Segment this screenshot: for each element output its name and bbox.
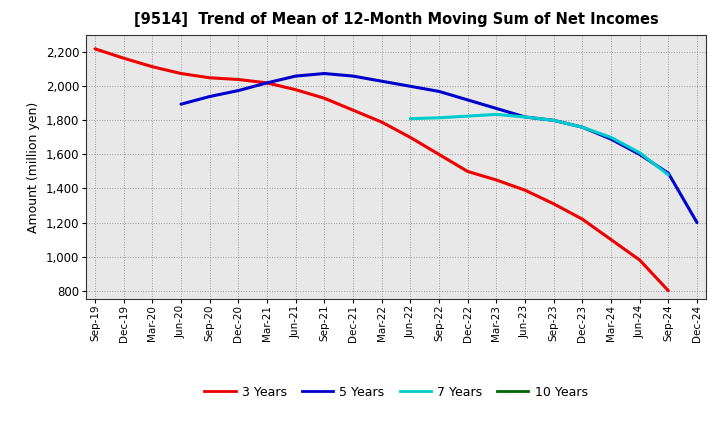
Title: [9514]  Trend of Mean of 12-Month Moving Sum of Net Incomes: [9514] Trend of Mean of 12-Month Moving … — [134, 12, 658, 27]
Y-axis label: Amount (million yen): Amount (million yen) — [27, 102, 40, 233]
Legend: 3 Years, 5 Years, 7 Years, 10 Years: 3 Years, 5 Years, 7 Years, 10 Years — [199, 381, 593, 404]
